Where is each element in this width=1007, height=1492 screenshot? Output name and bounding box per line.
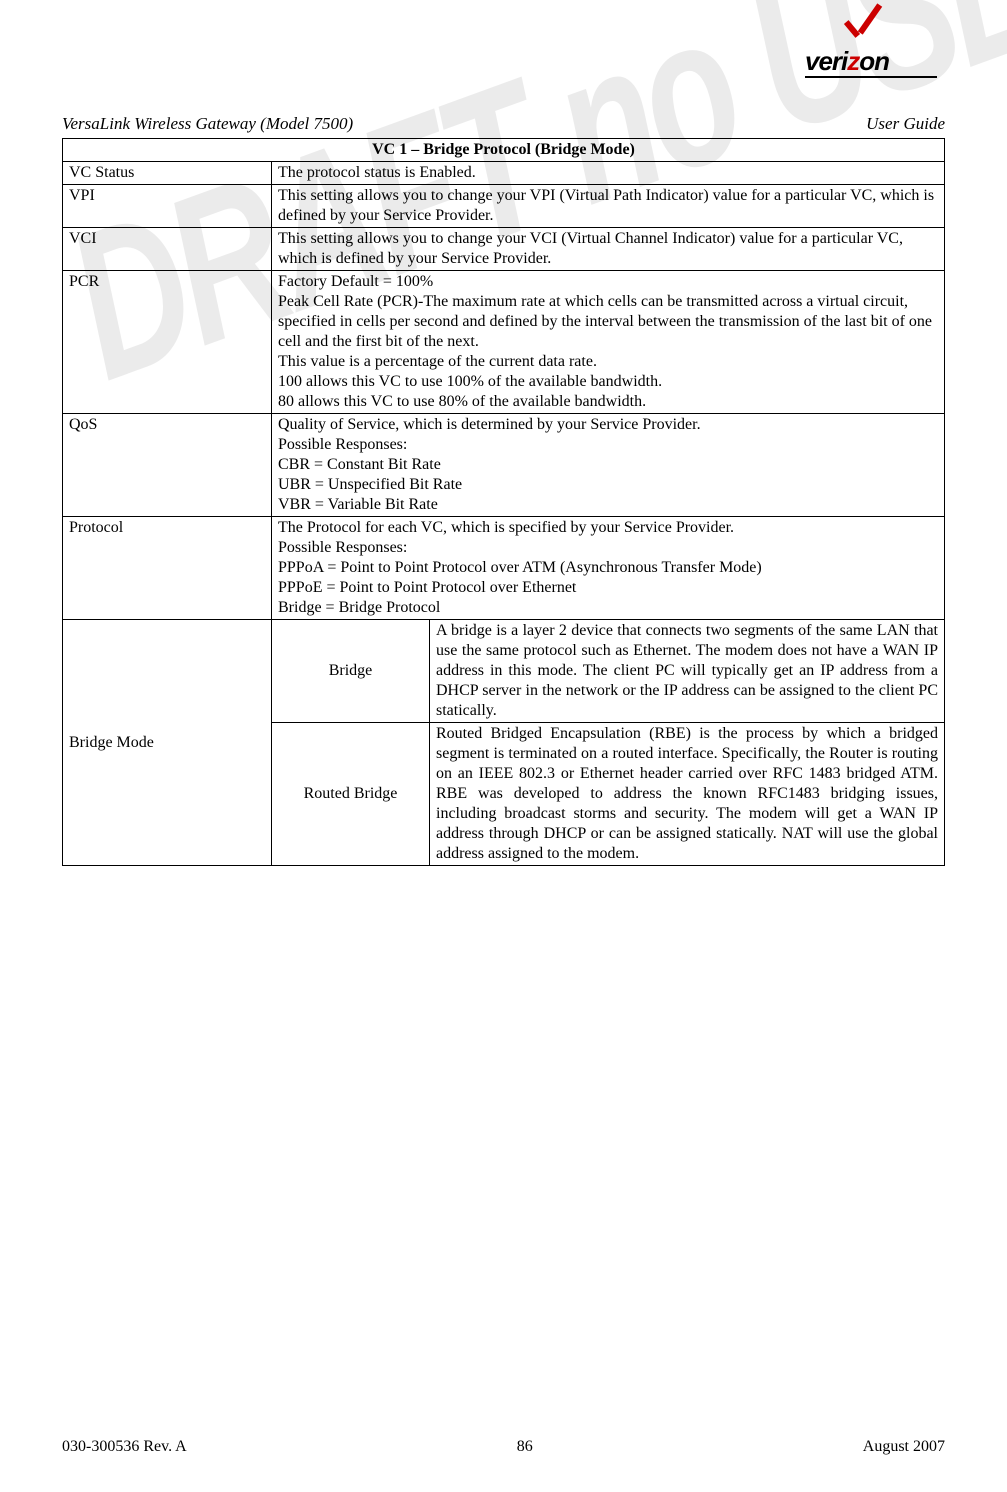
header-left: VersaLink Wireless Gateway (Model 7500)	[62, 114, 353, 134]
footer-center: 86	[517, 1438, 533, 1456]
table-title: VC 1 – Bridge Protocol (Bridge Mode)	[63, 139, 945, 162]
row-label: Protocol	[63, 517, 272, 620]
routed-bridge-sublabel: Routed Bridge	[272, 723, 430, 866]
row-label: VPI	[63, 185, 272, 228]
footer-right: August 2007	[863, 1438, 945, 1456]
bridge-sublabel: Bridge	[272, 620, 430, 723]
header-right: User Guide	[866, 114, 945, 134]
row-label: VCI	[63, 228, 272, 271]
verizon-logo: verizon	[805, 18, 945, 78]
table-row: PCR Factory Default = 100% Peak Cell Rat…	[63, 271, 945, 414]
row-desc: The protocol status is Enabled.	[272, 162, 945, 185]
bridge-desc: A bridge is a layer 2 device that connec…	[430, 620, 945, 723]
row-label: VC Status	[63, 162, 272, 185]
table-row: Bridge Mode Bridge A bridge is a layer 2…	[63, 620, 945, 723]
row-desc: The Protocol for each VC, which is speci…	[272, 517, 945, 620]
footer-left: 030-300536 Rev. A	[62, 1438, 187, 1456]
row-desc: This setting allows you to change your V…	[272, 185, 945, 228]
routed-bridge-desc: Routed Bridged Encapsulation (RBE) is th…	[430, 723, 945, 866]
row-desc: Factory Default = 100% Peak Cell Rate (P…	[272, 271, 945, 414]
row-label: QoS	[63, 414, 272, 517]
row-desc: This setting allows you to change your V…	[272, 228, 945, 271]
page-footer: 030-300536 Rev. A 86 August 2007	[62, 1438, 945, 1456]
logo-checkmark-icon	[837, 10, 887, 50]
table-row: Protocol The Protocol for each VC, which…	[63, 517, 945, 620]
table-title-row: VC 1 – Bridge Protocol (Bridge Mode)	[63, 139, 945, 162]
row-label: PCR	[63, 271, 272, 414]
row-desc: Quality of Service, which is determined …	[272, 414, 945, 517]
table-row: QoS Quality of Service, which is determi…	[63, 414, 945, 517]
logo-area: verizon	[62, 18, 945, 78]
bridge-mode-label: Bridge Mode	[63, 620, 272, 866]
table-row: VPI This setting allows you to change yo…	[63, 185, 945, 228]
logo-underline	[805, 76, 937, 78]
table-row: VCI This setting allows you to change yo…	[63, 228, 945, 271]
table-row: VC Status The protocol status is Enabled…	[63, 162, 945, 185]
bridge-protocol-table: VC 1 – Bridge Protocol (Bridge Mode) VC …	[62, 138, 945, 866]
page-header: VersaLink Wireless Gateway (Model 7500) …	[62, 114, 945, 134]
logo-brand-text: verizon	[805, 46, 889, 77]
